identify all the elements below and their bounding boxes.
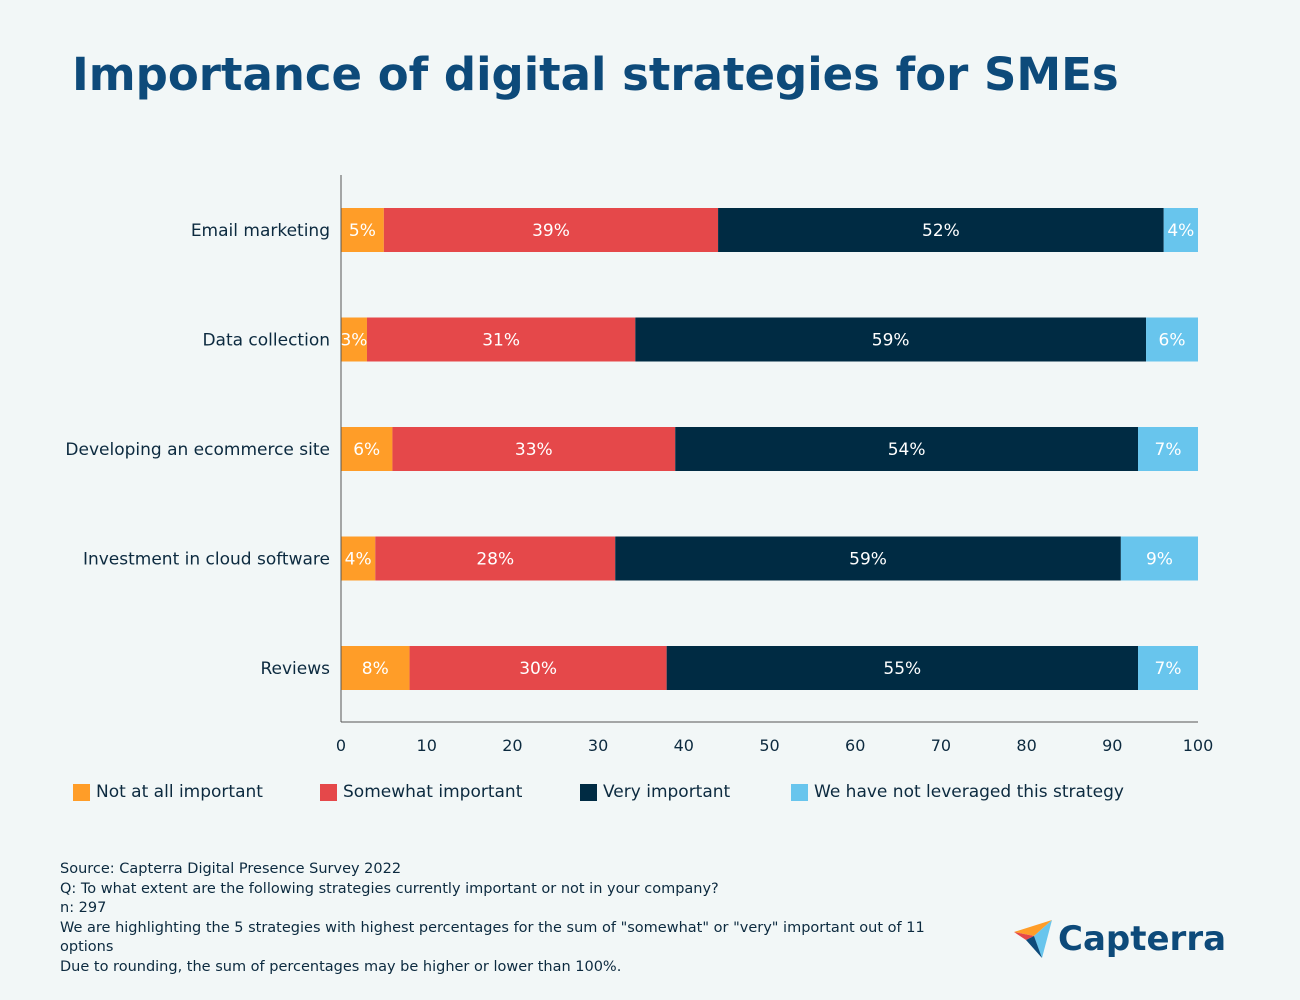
legend-item-not-leveraged: We have not leveraged this strategy — [791, 782, 1124, 802]
bar-segment — [1138, 646, 1198, 690]
legend-item-very: Very important — [580, 782, 730, 802]
data-label: 39% — [532, 221, 570, 241]
data-label: 3% — [340, 331, 367, 351]
data-label: 7% — [1155, 659, 1182, 679]
x-tick-label: 10 — [417, 736, 437, 755]
question-note: Q: To what extent are the following stra… — [60, 880, 719, 897]
bar-segment — [409, 646, 667, 690]
bar-segment — [635, 317, 1147, 362]
x-tick-label: 70 — [931, 736, 951, 755]
bar-segment — [718, 208, 1164, 252]
x-tick-label: 30 — [588, 736, 608, 755]
data-label: 52% — [922, 221, 960, 241]
bar-segment — [383, 208, 719, 252]
legend: Not at all important Somewhat important … — [0, 782, 1300, 806]
x-tick-label: 90 — [1102, 736, 1122, 755]
data-label: 59% — [872, 331, 910, 351]
bar-segment — [1138, 427, 1198, 471]
footer-notes: Source: Capterra Digital Presence Survey… — [60, 860, 960, 977]
capterra-arrow-icon — [1014, 920, 1052, 958]
bar-segment — [341, 208, 384, 252]
bar-segment — [366, 317, 636, 362]
data-label: 59% — [849, 550, 887, 570]
x-tick-label: 80 — [1016, 736, 1036, 755]
bar-segment — [1120, 536, 1198, 581]
data-label: 55% — [883, 659, 921, 679]
stacked-bar-chart: Email marketing 5% 39% 52% 4% Data collection… — [65, 175, 1214, 755]
legend-label: Not at all important — [96, 782, 263, 802]
data-label: 8% — [362, 659, 389, 679]
data-label: 31% — [482, 331, 520, 351]
x-tick-label: 0 — [336, 736, 346, 755]
category-label: Data collection — [202, 331, 330, 351]
data-label: 28% — [476, 550, 514, 570]
x-tick-label: 60 — [845, 736, 865, 755]
bar-segment — [341, 427, 393, 471]
legend-item-not-at-all: Not at all important — [73, 782, 263, 802]
legend-swatch — [320, 783, 337, 801]
legend-label: We have not leveraged this strategy — [814, 782, 1124, 802]
category-label: Developing an ecommerce site — [65, 440, 330, 460]
bar-segment — [615, 536, 1121, 581]
sample-size-note: n: 297 — [60, 900, 107, 916]
data-label: 6% — [1159, 331, 1186, 351]
bar-segment — [341, 646, 410, 690]
bar-segment — [392, 427, 676, 471]
category-label: Email marketing — [191, 221, 330, 241]
legend-swatch — [73, 783, 90, 801]
bar-segment — [375, 536, 616, 581]
legend-item-somewhat: Somewhat important — [320, 782, 522, 802]
capterra-logo: Capterra — [1012, 918, 1226, 960]
data-label: 30% — [519, 659, 557, 679]
bar-segment — [341, 536, 376, 581]
data-label: 5% — [349, 221, 376, 241]
rounding-note: Due to rounding, the sum of percentages … — [60, 958, 622, 975]
x-tick-label: 50 — [759, 736, 779, 755]
legend-swatch — [791, 783, 808, 801]
bar-segment — [666, 646, 1139, 690]
x-tick-label: 20 — [502, 736, 522, 755]
bar-segment — [675, 427, 1139, 471]
data-label: 54% — [888, 440, 926, 460]
category-label: Reviews — [260, 659, 330, 679]
legend-swatch — [580, 783, 597, 801]
logo-text: Capterra — [1058, 919, 1227, 959]
x-tick-label: 40 — [674, 736, 694, 755]
source-note: Source: Capterra Digital Presence Survey… — [60, 861, 402, 877]
data-label: 33% — [515, 440, 553, 460]
bar-segment — [1163, 208, 1198, 252]
data-label: 7% — [1155, 440, 1182, 460]
highlight-note: We are highlighting the 5 strategies wit… — [60, 919, 925, 956]
legend-label: Somewhat important — [343, 782, 523, 802]
legend-label: Very important — [603, 782, 731, 802]
data-label: 4% — [1167, 221, 1194, 241]
data-label: 4% — [345, 550, 372, 570]
category-label: Investment in cloud software — [83, 550, 330, 570]
bar-segment — [1146, 317, 1198, 362]
bar-segment — [341, 317, 367, 362]
data-label: 6% — [353, 440, 380, 460]
x-tick-label: 100 — [1183, 736, 1214, 755]
data-label: 9% — [1146, 550, 1173, 570]
chart-title: Importance of digital strategies for SME… — [72, 48, 1119, 101]
